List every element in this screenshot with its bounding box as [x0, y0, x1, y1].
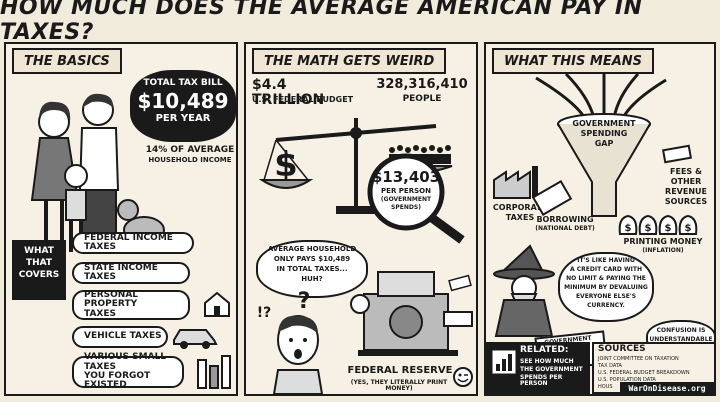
thought-line2: ONLY PAYS $10,489	[273, 255, 351, 263]
basics-panel: THE BASICS TOTAL TAX BILL $10,489 PER YE…	[4, 42, 238, 396]
quote-line5: EVERYONE ELSE'S	[575, 293, 637, 300]
svg-text:$: $	[685, 223, 692, 234]
magnifier-icon	[367, 153, 465, 244]
bottles-icon	[197, 355, 231, 389]
money-bags-icon: $ $ $ $	[618, 214, 698, 235]
gap-line3: GAP	[594, 139, 614, 148]
corporate-line2: TAXES	[505, 213, 535, 222]
budget-label: U.S. FEDERAL BUDGET	[252, 95, 354, 104]
quote-line1: IT'S LIKE HAVING	[577, 257, 635, 264]
fees-line3: REVENUE	[665, 187, 707, 196]
math-header: THE MATH GETS WEIRD	[252, 48, 447, 74]
covers-box	[12, 240, 66, 300]
means-panel: WHAT THIS MEANS GOVERNMENT SPENDING GAP …	[484, 42, 716, 396]
car-icon	[173, 329, 218, 349]
tax-item-small: VARIOUS SMALL TAXES YOU FORGOT EXISTED	[72, 352, 184, 390]
related-line1: SEE HOW MUCH	[520, 358, 574, 365]
related-line2: THE GOVERNMENT	[520, 366, 583, 373]
confusion-line2: UNDERSTANDABLE	[649, 336, 713, 343]
source-item-5: HOUS	[598, 384, 613, 390]
house-icon	[204, 291, 230, 317]
quote-line3: NO LIMIT & PAYING THE	[566, 275, 646, 282]
thought-line3: IN TOTAL TAXES...	[276, 265, 348, 273]
bar-chart-icon	[492, 350, 516, 374]
fees-line4: SOURCES	[664, 197, 708, 206]
question-mark: ?	[297, 289, 311, 314]
gap-line2: SPENDING	[580, 129, 628, 138]
per-person-line3: SPENDS)	[391, 204, 421, 211]
covers-line2: THAT	[25, 258, 53, 268]
thought-line1: AVERAGE HOUSEHOLD	[267, 245, 357, 253]
money-stack-icon	[661, 144, 693, 164]
people-label: PEOPLE	[402, 94, 442, 104]
exclaim-question-mark: !?	[256, 305, 272, 321]
source-item-3: U.S. FEDERAL BUDGET BREAKDOWN	[598, 370, 690, 376]
printing-money-note: (INFLATION)	[642, 247, 684, 254]
gap-line1: GOVERNMENT	[572, 119, 636, 128]
wizard-illustration	[493, 244, 555, 337]
svg-text:$: $	[645, 223, 652, 234]
tax-bill-label: TOTAL TAX BILL	[143, 78, 223, 88]
tax-item-property: PERSONAL PROPERTY TAXES	[72, 290, 190, 320]
source-item-2: TAX DATA	[598, 363, 622, 369]
per-person-line1: PER PERSON	[381, 187, 431, 195]
covers-line1: WHAT	[24, 246, 54, 256]
thought-line4: HUH?	[301, 275, 323, 283]
people-count: 328,316,410	[376, 77, 468, 92]
per-person-amount: $13,403	[371, 168, 441, 186]
income-percent-line2: HOUSEHOLD INCOME	[148, 156, 232, 164]
means-header: WHAT THIS MEANS	[492, 48, 655, 74]
factory-icon	[493, 166, 538, 199]
page-title: HOW MUCH DOES THE AVERAGE AMERICAN PAY I…	[0, 0, 643, 45]
printing-money-label: PRINTING MONEY	[623, 237, 703, 246]
svg-text:$: $	[625, 223, 632, 234]
tax-bill-period: PER YEAR	[155, 113, 211, 124]
per-person-line2: (GOVERNMENT	[380, 196, 432, 203]
fees-line1: FEES &	[670, 167, 702, 176]
printing-press-illustration	[350, 271, 473, 356]
covers-line3: COVERS	[18, 270, 60, 280]
watermark[interactable]: WarOnDisease.org	[620, 382, 714, 395]
quote-bubble	[558, 252, 654, 322]
tax-bill-bubble	[130, 70, 236, 142]
credit-card-icon	[531, 179, 573, 217]
math-panel: THE MATH GETS WEIRD $4.4 TRILLION U.S. F…	[244, 42, 478, 396]
tax-item-state: STATE INCOME TAXES	[72, 262, 190, 284]
sources-title: SOURCES	[598, 344, 646, 354]
quote-line6: CURRENCY.	[587, 302, 625, 309]
wink-emoji-icon	[453, 367, 473, 387]
income-percent-line1: 14% OF AVERAGE	[145, 145, 235, 155]
fees-line2: OTHER	[670, 177, 702, 186]
family-illustration	[30, 93, 165, 254]
funnel-illustration	[535, 72, 667, 217]
basics-header: THE BASICS	[12, 48, 122, 74]
source-item-1: JOINT COMMITTEE ON TAXATION	[598, 356, 679, 362]
tax-item-vehicle: VEHICLE TAXES	[72, 326, 168, 348]
corporate-line1: CORPORATE	[492, 203, 548, 212]
quote-line4: MINIMUM BY DEVALUING	[564, 284, 648, 291]
budget-amount: $4.4 TRILLION	[252, 77, 325, 108]
tax-item-federal: FEDERAL INCOME TAXES	[72, 232, 194, 254]
confusion-line1: CONFUSION IS	[656, 327, 706, 334]
quote-line2: A CREDIT CARD WITH	[570, 266, 642, 273]
tax-bill-amount: $10,489	[137, 89, 229, 113]
related-title: RELATED:	[520, 345, 569, 355]
federal-reserve-note: (YES, THEY LITERALLY PRINT MONEY)	[350, 379, 448, 393]
svg-text:$: $	[274, 145, 298, 185]
thought-bubble	[256, 240, 368, 298]
related-line3: SPENDS PER PERSON	[520, 374, 563, 388]
confused-man-illustration	[272, 315, 324, 394]
source-item-4: U.S. POPULATION DATA	[598, 377, 656, 383]
borrowing-note: (NATIONAL DEBT)	[535, 225, 595, 232]
federal-reserve-label: FEDERAL RESERVE	[347, 365, 453, 376]
borrowing-label: BORROWING	[536, 215, 594, 224]
svg-text:$: $	[665, 223, 672, 234]
